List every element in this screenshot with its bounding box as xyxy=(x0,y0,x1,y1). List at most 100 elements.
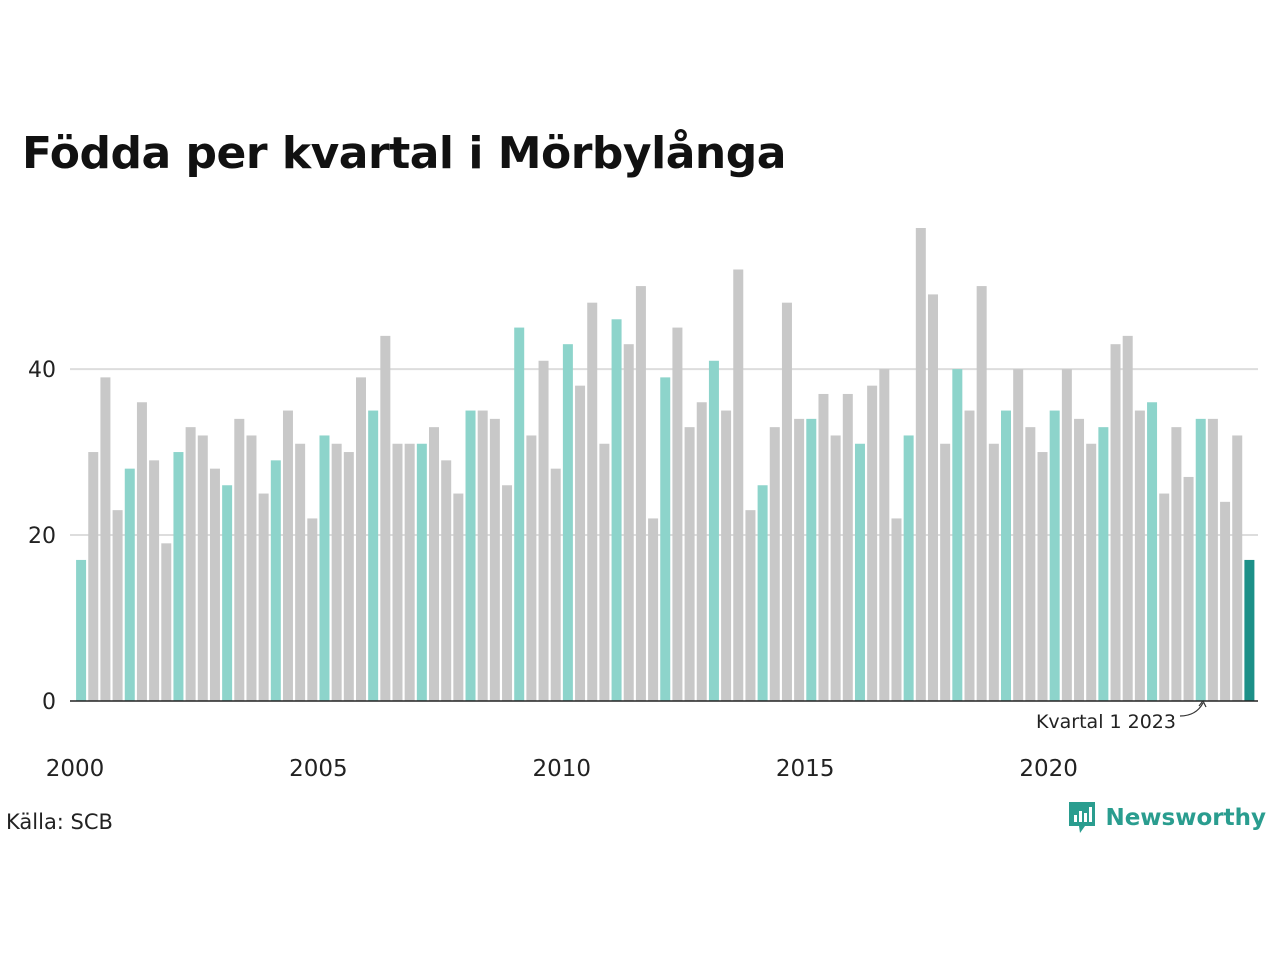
bar xyxy=(745,510,756,701)
bar xyxy=(1110,344,1121,701)
bar xyxy=(222,485,233,701)
bar xyxy=(1207,418,1218,701)
bar xyxy=(1049,410,1060,701)
x-tick-label: 2005 xyxy=(289,756,348,782)
bar xyxy=(867,385,878,701)
annotation-arrowhead xyxy=(1198,699,1207,708)
y-tick-labels: 0 20 40 xyxy=(28,358,56,715)
bar xyxy=(1159,493,1170,701)
bar xyxy=(830,435,841,701)
bar xyxy=(149,460,160,701)
bar xyxy=(1134,410,1145,701)
bar xyxy=(854,443,865,701)
bar xyxy=(903,435,914,701)
bar xyxy=(307,518,318,701)
bar xyxy=(915,228,926,701)
bar xyxy=(100,377,111,701)
bar xyxy=(538,360,549,701)
bar xyxy=(502,485,513,701)
bar xyxy=(964,410,975,701)
annotation-arrow xyxy=(1179,702,1204,717)
bar xyxy=(708,360,719,701)
source-note: Källa: SCB xyxy=(6,810,113,834)
bar xyxy=(757,485,768,701)
bar xyxy=(781,302,792,701)
bar xyxy=(1001,410,1011,701)
bar xyxy=(209,468,220,701)
bar xyxy=(161,543,172,701)
bar xyxy=(173,452,184,701)
bar xyxy=(684,427,695,701)
bar xyxy=(76,559,87,701)
bar xyxy=(587,302,598,701)
chart-title: Födda per kvartal i Mörbylånga xyxy=(22,128,786,179)
bar xyxy=(769,427,780,701)
x-tick-label: 2010 xyxy=(533,756,592,782)
bar xyxy=(368,410,379,701)
bar xyxy=(453,493,464,701)
bar xyxy=(623,344,634,701)
bar xyxy=(1195,418,1206,701)
bar xyxy=(489,418,500,701)
bar xyxy=(1061,369,1072,701)
bar xyxy=(514,327,525,701)
bar xyxy=(611,319,622,701)
bar xyxy=(1074,418,1085,701)
bar xyxy=(356,377,366,701)
bar xyxy=(1122,335,1133,701)
bar xyxy=(575,385,586,701)
bar xyxy=(599,443,610,701)
bar xyxy=(940,443,951,701)
bar xyxy=(270,460,281,701)
brand-logo: Newsworthy xyxy=(1067,800,1266,836)
bar xyxy=(672,327,683,701)
bar xyxy=(88,452,99,701)
bar xyxy=(806,418,817,701)
annotation: Kvartal 1 2023 xyxy=(1036,699,1207,733)
bar xyxy=(976,286,987,701)
bar xyxy=(465,410,476,701)
bar xyxy=(1013,369,1024,701)
bar xyxy=(1147,402,1158,701)
bar xyxy=(696,402,707,701)
bar xyxy=(891,518,902,701)
bar xyxy=(319,435,330,701)
bar xyxy=(1232,435,1243,701)
bar xyxy=(234,418,245,701)
brand-name: Newsworthy xyxy=(1105,805,1266,831)
bar xyxy=(136,402,147,701)
bar xyxy=(404,443,415,701)
bar xyxy=(124,468,135,701)
bar xyxy=(258,493,269,701)
x-tick-label: 2020 xyxy=(1019,756,1078,782)
bar xyxy=(1086,443,1097,701)
bar xyxy=(416,443,427,701)
bar xyxy=(429,427,440,701)
bar xyxy=(1244,559,1255,701)
bar xyxy=(660,377,671,701)
bar xyxy=(1183,476,1194,701)
bar xyxy=(952,369,963,701)
bar xyxy=(343,452,354,701)
bar xyxy=(197,435,208,701)
newsworthy-logo-icon xyxy=(1069,802,1096,833)
y-tick-label: 20 xyxy=(28,524,56,549)
bars xyxy=(76,228,1255,701)
bar xyxy=(721,410,732,701)
bar xyxy=(794,418,805,701)
bar xyxy=(295,443,306,701)
bar xyxy=(733,269,744,701)
bar xyxy=(550,468,561,701)
bar xyxy=(526,435,537,701)
bar xyxy=(1220,501,1231,701)
bar xyxy=(331,443,342,701)
bar xyxy=(648,518,659,701)
bar xyxy=(879,369,890,701)
y-tick-label: 0 xyxy=(42,690,56,715)
bar xyxy=(1025,427,1036,701)
bar xyxy=(927,294,938,701)
annotation-label: Kvartal 1 2023 xyxy=(1036,711,1176,733)
bar xyxy=(185,427,196,701)
bar xyxy=(1171,427,1182,701)
bar xyxy=(1037,452,1048,701)
